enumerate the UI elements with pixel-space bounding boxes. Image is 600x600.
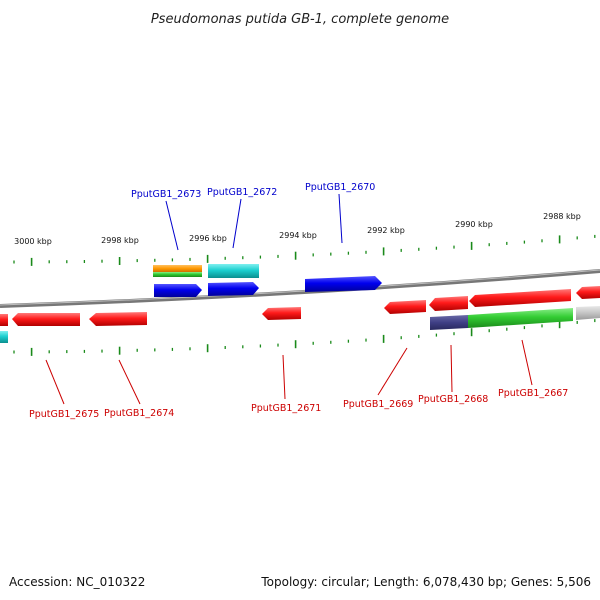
leader-line <box>118 359 141 405</box>
scale-label: 2996 kbp <box>189 234 227 243</box>
scale-label: 2988 kbp <box>543 212 581 221</box>
gene-label-pputgb1-2670[interactable]: PputGB1_2670 <box>305 182 375 193</box>
gene-feature[interactable] <box>153 272 202 277</box>
gene-arrow-pputgb1-2674[interactable] <box>89 312 147 326</box>
gene-feature[interactable] <box>576 306 600 320</box>
leader-line <box>338 193 343 244</box>
scale-label: 3000 kbp <box>14 237 52 246</box>
gene-arrow-pputgb1-2672[interactable] <box>208 282 259 296</box>
gene-feature[interactable] <box>153 265 202 272</box>
leader-line <box>521 339 533 386</box>
gene-label-pputgb1-2671[interactable]: PputGB1_2671 <box>251 403 321 414</box>
gene-feature[interactable] <box>430 315 468 330</box>
scale-label: 2992 kbp <box>367 226 405 235</box>
scale-label: 2998 kbp <box>101 236 139 245</box>
gene-feature[interactable] <box>0 331 8 343</box>
gene-arrow-pputgb1-2673[interactable] <box>154 284 202 297</box>
gene-arrow-pputgb1-2668[interactable] <box>429 296 468 311</box>
leader-line <box>232 198 242 249</box>
scale-label: 2994 kbp <box>279 231 317 240</box>
leader-line <box>377 347 408 396</box>
gene-arrow-pputgb1-2675[interactable] <box>12 313 80 326</box>
scale-ticks-bottom <box>13 319 596 356</box>
reverse-gene-labels: PputGB1_2675 PputGB1_2674 PputGB1_2671 P… <box>29 339 568 420</box>
genome-info-text: Topology: circular; Length: 6,078,430 bp… <box>260 575 591 589</box>
gene-arrow-pputgb1-2671[interactable] <box>262 307 301 320</box>
accession-text: Accession: NC_010322 <box>9 575 145 589</box>
gene-arrow[interactable] <box>0 314 8 326</box>
gene-label-pputgb1-2669[interactable]: PputGB1_2669 <box>343 399 413 410</box>
forward-gene-labels: PputGB1_2673 PputGB1_2672 PputGB1_2670 <box>131 182 375 251</box>
gene-label-pputgb1-2674[interactable]: PputGB1_2674 <box>104 408 174 419</box>
leader-line <box>45 359 65 405</box>
gene-arrow-pputgb1-2669[interactable] <box>384 300 426 314</box>
forward-strand-features <box>153 264 382 297</box>
scale-ticks-top <box>13 234 596 266</box>
gene-label-pputgb1-2667[interactable]: PputGB1_2667 <box>498 388 568 399</box>
gene-label-pputgb1-2668[interactable]: PputGB1_2668 <box>418 394 488 405</box>
gene-feature[interactable] <box>468 308 573 328</box>
gene-arrow-pputgb1-2670[interactable] <box>305 276 382 292</box>
leader-line <box>165 200 179 251</box>
scale-label: 2990 kbp <box>455 220 493 229</box>
gene-arrow[interactable] <box>576 286 600 299</box>
genome-backbone-highlight <box>0 269 600 306</box>
leader-line <box>450 344 453 393</box>
reverse-strand-features <box>0 286 600 343</box>
gene-label-pputgb1-2672[interactable]: PputGB1_2672 <box>207 187 277 198</box>
scale-labels: 3000 kbp 2998 kbp 2996 kbp 2994 kbp 2992… <box>14 212 581 246</box>
gene-label-pputgb1-2673[interactable]: PputGB1_2673 <box>131 189 201 200</box>
gene-label-pputgb1-2675[interactable]: PputGB1_2675 <box>29 409 99 420</box>
gene-feature[interactable] <box>208 264 259 278</box>
leader-line <box>282 354 286 400</box>
gene-arrow-pputgb1-2667[interactable] <box>469 289 571 307</box>
map-title: Pseudomonas putida GB-1, complete genome <box>151 12 449 27</box>
genome-backbone <box>0 269 600 308</box>
